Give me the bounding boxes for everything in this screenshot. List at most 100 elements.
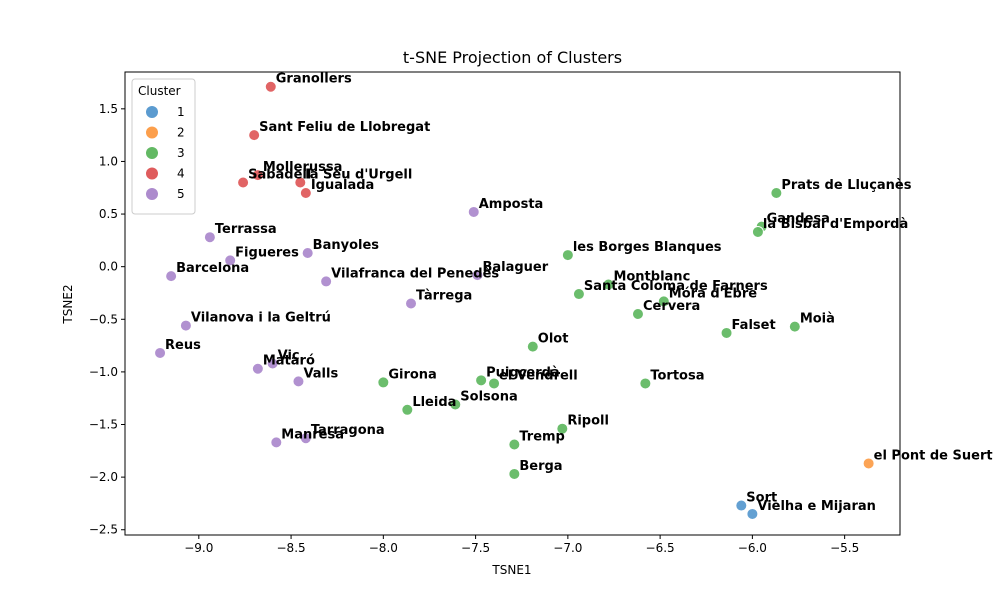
point-label: Tortosa <box>650 368 704 383</box>
data-point <box>266 357 279 370</box>
legend: Cluster 1 2 3 4 5 <box>131 78 196 215</box>
point-label: Terrassa <box>215 222 277 237</box>
data-point <box>770 187 783 200</box>
point-label: Banyoles <box>313 238 380 253</box>
point-label: Vic <box>278 348 300 363</box>
point-label: Solsona <box>460 390 517 405</box>
x-axis-label: TSNE1 <box>491 563 531 577</box>
data-point <box>299 432 312 445</box>
legend-marker <box>146 147 158 159</box>
y-tick-label: 1.0 <box>99 154 118 168</box>
point-label: Lleida <box>412 395 456 410</box>
legend-marker <box>146 188 158 200</box>
data-point <box>657 295 670 308</box>
point-label: Berga <box>519 459 562 474</box>
legend-marker <box>146 126 158 139</box>
data-point <box>251 362 264 375</box>
data-point <box>237 176 250 189</box>
point-label: Sant Feliu de Llobregat <box>259 120 430 135</box>
point-label: Gandesa <box>767 212 830 227</box>
point-label: Sabadell <box>248 167 311 182</box>
x-tick-label: −6.5 <box>646 541 675 555</box>
point-label: Tremp <box>519 430 565 445</box>
point-label: la Seu d'Urgell <box>305 167 412 182</box>
data-point <box>508 467 521 480</box>
data-point <box>788 320 801 333</box>
data-point <box>251 169 264 182</box>
legend-box <box>131 78 196 215</box>
data-point <box>720 326 733 339</box>
data-point <box>602 278 615 291</box>
data-point <box>294 176 307 189</box>
legend-entry-label: 2 <box>177 126 185 140</box>
x-tick-label: −9.0 <box>184 541 213 555</box>
data-point <box>264 80 277 93</box>
point-label: Manresa <box>281 427 344 442</box>
data-point <box>179 319 192 332</box>
point-label: Montblanc <box>613 270 690 285</box>
legend-title: Cluster <box>138 84 181 98</box>
data-point <box>572 288 585 301</box>
y-axis: −2.5 −2.0 −1.5 −1.0 −0.5 0.0 0.5 1.0 1.5 <box>89 102 125 537</box>
data-point <box>526 340 539 353</box>
legend-entry-label: 5 <box>177 187 185 201</box>
legend-marker <box>146 106 158 118</box>
point-label: Vilanova i la Geltrú <box>191 311 331 326</box>
data-point <box>203 231 216 244</box>
point-label: Tàrrega <box>416 289 472 304</box>
legend-marker <box>146 167 158 180</box>
point-label: Vilafranca del Penedès <box>331 266 499 281</box>
point-label: Vielha e Mijaran <box>757 499 876 514</box>
data-point <box>471 269 484 282</box>
data-point <box>165 270 178 283</box>
y-tick-label: −0.5 <box>89 312 118 326</box>
x-tick-label: −7.0 <box>553 541 582 555</box>
point-label: Moià <box>800 312 835 327</box>
y-tick-label: 0.5 <box>99 207 118 221</box>
point-label: Prats de Lluçanès <box>781 178 911 193</box>
data-point <box>556 422 569 435</box>
data-point <box>735 499 748 512</box>
point-label: Mollerussa <box>263 160 343 175</box>
point-label: Figueres <box>235 245 299 260</box>
y-tick-label: 1.5 <box>99 102 118 116</box>
data-point <box>405 297 418 310</box>
y-tick-label: −2.5 <box>89 523 118 537</box>
legend-entry-label: 1 <box>177 105 185 119</box>
x-tick-label: −7.5 <box>461 541 490 555</box>
point-label: Granollers <box>276 72 352 87</box>
point-label: Balaguer <box>482 260 548 275</box>
point-label: Valls <box>303 366 338 381</box>
point-label: Falset <box>732 318 776 333</box>
point-label: el Pont de Suert <box>874 448 993 463</box>
data-point <box>449 398 462 411</box>
data-point <box>320 275 333 288</box>
data-point <box>488 377 501 390</box>
data-point <box>154 346 167 359</box>
points-layer <box>154 80 875 520</box>
data-point <box>508 438 521 451</box>
point-label: la Bisbal d'Empordà <box>763 217 908 232</box>
x-axis: −9.0 −8.5 −8.0 −7.5 −7.0 −6.5 −6.0 −5.5 <box>184 535 859 555</box>
chart-title: t-SNE Projection of Clusters <box>402 48 623 67</box>
point-label: Amposta <box>479 197 544 212</box>
data-point <box>299 187 312 200</box>
point-label: Reus <box>165 338 201 353</box>
y-tick-label: −2.0 <box>89 470 118 484</box>
point-label: Puigcerdà <box>486 365 560 380</box>
point-label: Igualada <box>311 178 374 193</box>
point-label: Tarragona <box>311 423 385 438</box>
data-point <box>301 246 314 259</box>
point-label: Santa Coloma de Farners <box>584 279 768 294</box>
point-label: Sort <box>746 491 777 506</box>
data-point <box>751 225 764 238</box>
data-point <box>631 308 644 321</box>
x-tick-label: −8.5 <box>277 541 306 555</box>
y-tick-label: −1.5 <box>89 418 118 432</box>
plot-frame <box>124 71 901 536</box>
point-label: Barcelona <box>176 261 249 276</box>
point-label: Ripoll <box>567 414 609 429</box>
